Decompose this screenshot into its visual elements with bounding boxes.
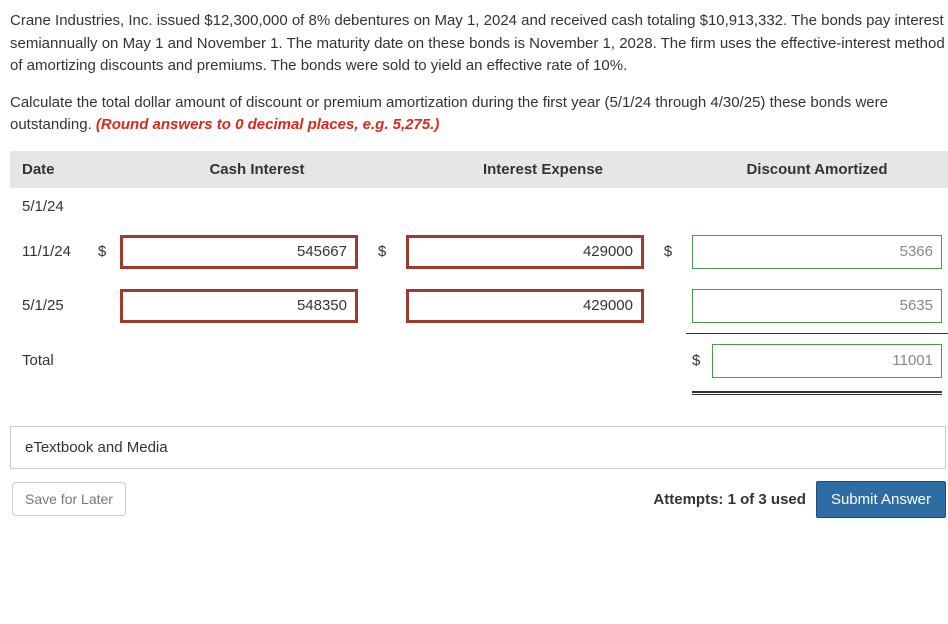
- table-row: 5/1/24: [10, 188, 948, 225]
- save-for-later-button[interactable]: Save for Later: [12, 482, 126, 516]
- dollar-sign: $: [90, 225, 114, 279]
- total-label: Total: [10, 333, 114, 388]
- problem-paragraph-2: Calculate the total dollar amount of dis…: [10, 92, 948, 137]
- attempts-label: Attempts: 1 of 3 used: [653, 491, 806, 508]
- table-row: 5/1/25: [10, 279, 948, 334]
- footer-row: Save for Later Attempts: 1 of 3 used Sub…: [12, 481, 946, 518]
- problem-paragraph-1: Crane Industries, Inc. issued $12,300,00…: [10, 10, 948, 78]
- date-cell: 5/1/24: [10, 188, 114, 225]
- interest-expense-input[interactable]: [406, 235, 644, 269]
- dollar-sign: $: [650, 225, 686, 279]
- double-underline: [692, 391, 942, 395]
- amortization-table: Date Cash Interest Interest Expense Disc…: [10, 151, 948, 408]
- cash-interest-input[interactable]: [120, 235, 358, 269]
- discount-total-input[interactable]: [712, 344, 942, 378]
- table-row: 11/1/24 $ $ $: [10, 225, 948, 279]
- col-header-discount: Discount Amortized: [686, 151, 948, 188]
- instruction-emphasis: (Round answers to 0 decimal places, e.g.…: [96, 116, 439, 133]
- discount-amortized-input[interactable]: [692, 235, 942, 269]
- col-header-date: Date: [10, 151, 114, 188]
- date-cell: 5/1/25: [10, 279, 90, 334]
- dollar-sign: $: [686, 333, 706, 388]
- submit-answer-button[interactable]: Submit Answer: [816, 481, 946, 518]
- date-cell: 11/1/24: [10, 225, 90, 279]
- etextbook-media-bar[interactable]: eTextbook and Media: [10, 426, 946, 469]
- table-total-row: Total $: [10, 333, 948, 388]
- interest-expense-input[interactable]: [406, 289, 644, 323]
- dollar-sign: $: [364, 225, 400, 279]
- col-header-cash: Cash Interest: [114, 151, 400, 188]
- discount-amortized-input[interactable]: [692, 289, 942, 323]
- col-header-interest: Interest Expense: [400, 151, 686, 188]
- cash-interest-input[interactable]: [120, 289, 358, 323]
